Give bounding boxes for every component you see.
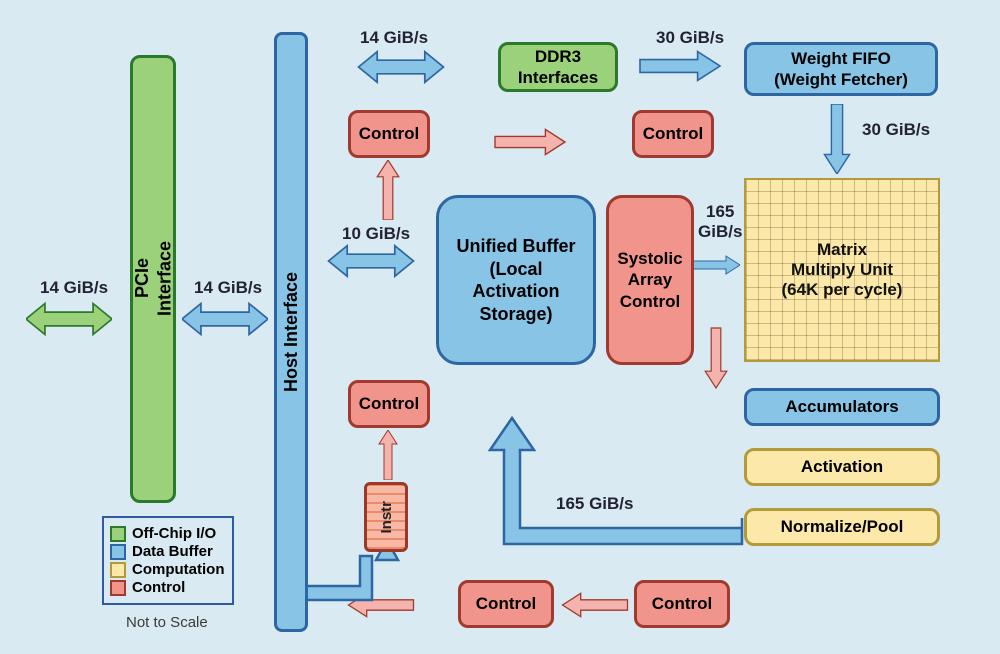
weight-fifo-block: Weight FIFO (Weight Fetcher) [744, 42, 938, 96]
legend-label-control: Control [132, 579, 185, 596]
legend-swatch-computation [110, 562, 126, 578]
pcie-interface-block: PCIe Interface [130, 55, 176, 503]
control-bottom-left-label: Control [476, 593, 536, 614]
arrow-ddr-weightfifo [640, 52, 720, 81]
label-ddr-wf: 30 GiB/s [656, 28, 724, 48]
arrow-sac-mmu [690, 256, 740, 274]
host-interface-label: Host Interface [280, 272, 303, 392]
label-sac-mmu: 165 GiB/s [698, 202, 742, 242]
arrow-instr-control [379, 430, 397, 480]
activation-label: Activation [801, 456, 883, 477]
legend-swatch-offchip [110, 526, 126, 542]
arrow-pcie-host [182, 304, 268, 335]
control-right-label: Control [643, 123, 703, 144]
legend-swatch-control [110, 580, 126, 596]
arrow-pcie-outside [26, 304, 112, 335]
arrow-normpool-to-ub [490, 418, 742, 544]
label-wf-mmu: 30 GiB/s [862, 120, 930, 140]
arrow-host-to-control-top [377, 160, 399, 220]
legend-label-computation: Computation [132, 561, 224, 578]
label-normpool-return: 165 GiB/s [556, 494, 634, 514]
control-top-block: Control [348, 110, 430, 158]
legend-row-databuffer: Data Buffer [110, 543, 224, 560]
legend-row-computation: Computation [110, 561, 224, 578]
control-mid-label: Control [359, 393, 419, 414]
legend-row-offchip: Off-Chip I/O [110, 525, 224, 542]
weight-fifo-label: Weight FIFO (Weight Fetcher) [774, 48, 908, 91]
control-bottom-left-block: Control [458, 580, 554, 628]
legend-label-offchip: Off-Chip I/O [132, 525, 216, 542]
legend-label-databuffer: Data Buffer [132, 543, 213, 560]
legend-swatch-databuffer [110, 544, 126, 560]
activation-block: Activation [744, 448, 940, 486]
ddr3-interfaces-block: DDR3 Interfaces [498, 42, 618, 92]
pcie-interface-label: PCIe Interface [131, 241, 176, 316]
arrow-host-ddr [359, 52, 444, 83]
arrow-weightfifo-mmu [824, 104, 849, 174]
legend-row-control: Control [110, 579, 224, 596]
systolic-array-control-label: Systolic Array Control [617, 248, 682, 312]
ddr3-interfaces-label: DDR3 Interfaces [518, 46, 598, 89]
matrix-multiply-unit-label: Matrix Multiply Unit (64K per cycle) [782, 240, 903, 300]
control-bottom-right-block: Control [634, 580, 730, 628]
normalize-pool-block: Normalize/Pool [744, 508, 940, 546]
arrow-control-top-right [495, 129, 565, 154]
accumulators-block: Accumulators [744, 388, 940, 426]
unified-buffer-label: Unified Buffer (Local Activation Storage… [457, 235, 576, 325]
accumulators-label: Accumulators [785, 396, 898, 417]
arrow-control-right-down [705, 328, 727, 388]
label-pcie-host: 14 GiB/s [194, 278, 262, 298]
control-right-block: Control [632, 110, 714, 158]
unified-buffer-block: Unified Buffer (Local Activation Storage… [436, 195, 596, 365]
host-interface-block: Host Interface [274, 32, 308, 632]
normalize-pool-label: Normalize/Pool [781, 516, 904, 537]
arrow-host-ub [329, 246, 414, 277]
not-to-scale-note: Not to Scale [126, 614, 208, 631]
label-host-ddr: 14 GiB/s [360, 28, 428, 48]
legend-box: Off-Chip I/O Data Buffer Computation Con… [102, 516, 234, 605]
instr-label: Instr [378, 501, 395, 534]
control-bottom-right-label: Control [652, 593, 712, 614]
label-pcie-out: 14 GiB/s [40, 278, 108, 298]
label-host-ub: 10 GiB/s [342, 224, 410, 244]
control-mid-block: Control [348, 380, 430, 428]
systolic-array-control-block: Systolic Array Control [606, 195, 694, 365]
control-top-label: Control [359, 123, 419, 144]
matrix-multiply-unit-block: Matrix Multiply Unit (64K per cycle) [744, 178, 940, 362]
instr-block: Instr [364, 482, 408, 552]
arrow-host-instr [306, 556, 372, 600]
arrow-controlb2-controlb1 [563, 593, 628, 616]
